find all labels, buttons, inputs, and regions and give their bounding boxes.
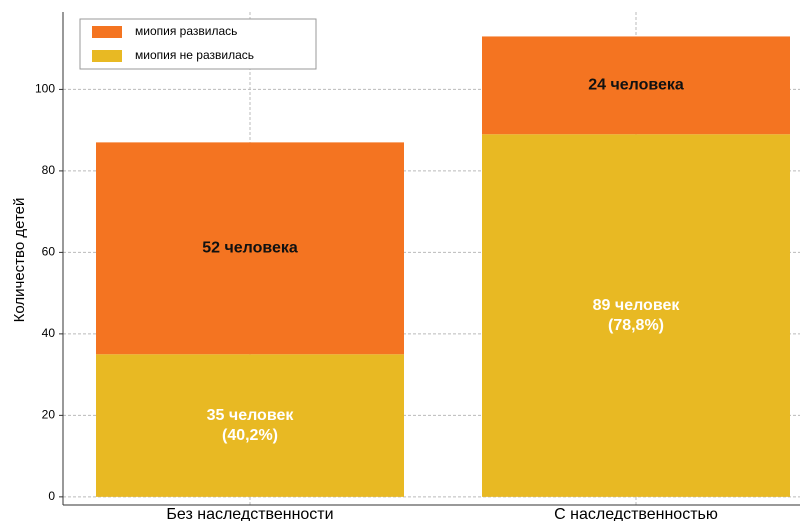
y-axis-label: Количество детей (11, 198, 28, 323)
value-label: 35 человек (207, 407, 295, 424)
value-label: 24 человека (588, 77, 684, 94)
y-tick-label: 60 (42, 245, 56, 259)
value-label: (40,2%) (222, 427, 278, 444)
y-tick-label: 80 (42, 163, 56, 177)
y-tick-label: 40 (42, 326, 56, 340)
x-tick-label: С наследственностью (554, 506, 718, 521)
value-label: 89 человек (593, 297, 681, 314)
value-label: 52 человека (202, 240, 298, 257)
legend-label: миопия не развилась (135, 48, 254, 62)
legend-label: миопия развилась (135, 24, 237, 38)
value-label: (78,8%) (608, 317, 664, 334)
bar-segment (482, 134, 790, 497)
bar-segment (96, 142, 404, 355)
y-tick-label: 100 (35, 82, 55, 96)
y-tick-label: 0 (48, 489, 55, 503)
legend-swatch (92, 26, 122, 38)
bar-segment (96, 354, 404, 497)
bar-segment (482, 36, 790, 135)
y-tick-label: 20 (42, 408, 56, 422)
legend-swatch (92, 50, 122, 62)
x-tick-label: Без наследственности (166, 506, 333, 521)
